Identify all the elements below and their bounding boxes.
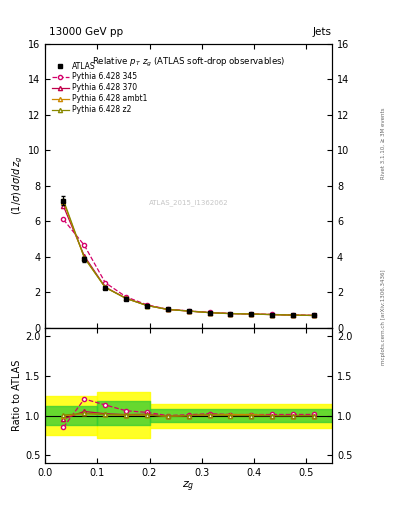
Text: ATLAS_2015_I1362062: ATLAS_2015_I1362062 [149,199,228,206]
Text: mcplots.cern.ch [arXiv:1306.3436]: mcplots.cern.ch [arXiv:1306.3436] [381,270,386,365]
Legend: ATLAS, Pythia 6.428 345, Pythia 6.428 370, Pythia 6.428 ambt1, Pythia 6.428 z2: ATLAS, Pythia 6.428 345, Pythia 6.428 37… [52,61,147,114]
Text: Jets: Jets [312,27,331,37]
Text: Rivet 3.1.10, ≥ 3M events: Rivet 3.1.10, ≥ 3M events [381,108,386,179]
Text: 13000 GeV pp: 13000 GeV pp [49,27,123,37]
Text: Relative $p_T$ $z_g$ (ATLAS soft-drop observables): Relative $p_T$ $z_g$ (ATLAS soft-drop ob… [92,56,285,70]
Y-axis label: $(1/\sigma)\,d\sigma/d\,z_g$: $(1/\sigma)\,d\sigma/d\,z_g$ [11,156,25,216]
X-axis label: $z_g$: $z_g$ [182,480,195,494]
Y-axis label: Ratio to ATLAS: Ratio to ATLAS [12,360,22,431]
